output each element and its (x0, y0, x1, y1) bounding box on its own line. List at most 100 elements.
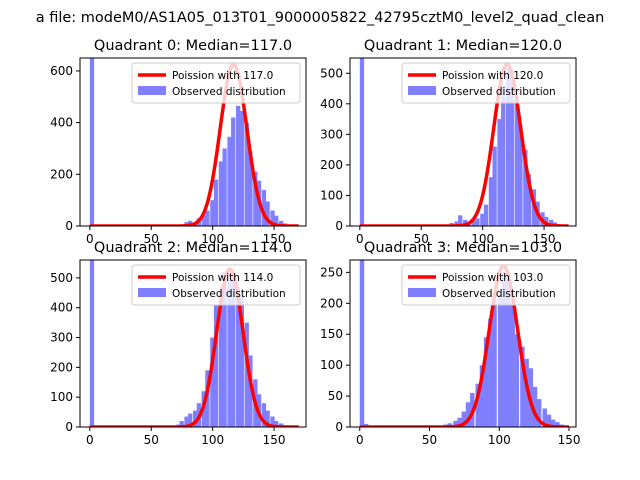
x-tick-label: 0 (86, 232, 94, 246)
histogram-bar (239, 110, 244, 226)
histogram-bar (193, 410, 198, 427)
y-tick-label: 100 (50, 390, 73, 404)
legend: Poission with 114.0 Observed distribution (131, 264, 301, 306)
fit-curve (88, 267, 300, 427)
histogram-bar (239, 295, 244, 427)
x-tick-label: 150 (263, 433, 286, 447)
y-tick-label: 250 (320, 265, 343, 279)
histogram-bar (518, 125, 523, 226)
histogram-bar (457, 417, 462, 427)
y-tick-label: 0 (65, 420, 73, 434)
axes-frame (79, 259, 307, 428)
histogram-bar (475, 218, 480, 226)
x-tick-label: 50 (144, 232, 159, 246)
x-tick-label: 50 (414, 232, 429, 246)
chart-quadrant-2: 0 50 100 150 0 100 200 300 400 500 Quadrant 2: Med… (50, 240, 307, 447)
histogram-bar (244, 122, 249, 226)
x-tick-label: 100 (201, 232, 224, 246)
legend-hist-label: Observed distribution (172, 86, 286, 98)
histogram-bar (179, 421, 184, 427)
histogram-bar (514, 334, 520, 427)
histogram-bar (205, 210, 210, 226)
histogram-bar (270, 210, 275, 226)
y-tick-label: 0 (335, 420, 343, 434)
histogram-bar (231, 277, 236, 427)
axes-frame (79, 57, 307, 227)
y-tick-label: 50 (328, 389, 343, 403)
histogram-bar (210, 337, 215, 427)
fit-curve (88, 62, 300, 226)
histogram-bar (520, 346, 525, 427)
x-tick-label: 0 (86, 433, 94, 447)
histogram-bar (501, 85, 506, 226)
chart-title: Quadrant 3: Median=103.0 (364, 240, 562, 256)
histogram-bar (505, 67, 511, 226)
histogram-bar (502, 272, 507, 427)
histogram-bar (475, 383, 481, 427)
x-tick-label: 100 (201, 433, 224, 447)
legend-hist-swatch (408, 288, 436, 297)
histogram-bar (265, 201, 270, 226)
histogram-bar (453, 420, 458, 427)
histogram-bar (524, 358, 529, 427)
histogram-bar (248, 355, 253, 427)
histogram-bar (222, 271, 227, 427)
histogram-bar (270, 416, 275, 427)
axes-frame (349, 259, 577, 428)
legend-fit-label: Poission with 120.0 (442, 70, 543, 82)
y-tick-label: 100 (320, 188, 343, 202)
histogram-bar (213, 179, 219, 226)
fit-curve (358, 62, 570, 226)
histogram-bar (210, 200, 215, 226)
plot-area (88, 58, 300, 226)
histogram-bar (461, 411, 467, 427)
y-tick-label: 300 (320, 127, 343, 141)
plot-area (358, 58, 570, 226)
x-tick-label: 150 (263, 232, 286, 246)
histogram-bar (506, 278, 511, 427)
x-tick-label: 100 (471, 232, 494, 246)
y-tick-label: 500 (50, 271, 73, 285)
histogram-bar (488, 318, 493, 427)
histogram-bar (231, 117, 236, 226)
histogram-bar (218, 161, 224, 226)
chart-panels: 0 50 100 150 0 200 400 600 Quadrant 0: Median=11… (50, 38, 580, 447)
histogram-bar (548, 219, 554, 226)
chart-quadrant-3: 0 50 100 150 0 50 100 150 200 250 Quadrant 3: Medi… (320, 240, 580, 447)
y-tick-label: 500 (320, 66, 343, 80)
legend: Poission with 117.0 Observed distribution (131, 62, 301, 104)
histogram-bar (532, 386, 538, 427)
chart-quadrant-1: 0 50 100 150 0 100 200 300 400 500 Quadrant 1: Med… (320, 38, 577, 246)
y-tick-label: 100 (320, 358, 343, 372)
chart-title: Quadrant 0: Median=117.0 (94, 38, 292, 54)
histogram-bar (274, 421, 279, 427)
histogram-bar (458, 215, 463, 226)
x-tick-label: 0 (356, 232, 364, 246)
histogram-bar (89, 58, 95, 226)
histogram-bar (555, 422, 560, 427)
histogram-bar (227, 268, 232, 427)
histogram-bar (188, 413, 193, 427)
legend-hist-swatch (408, 86, 436, 95)
histogram-bar (213, 304, 219, 427)
legend-hist-label: Observed distribution (442, 86, 556, 98)
y-tick-label: 400 (50, 301, 73, 315)
legend-fit-label: Poission with 117.0 (172, 70, 273, 82)
legend-box (131, 62, 301, 104)
axes-frame (349, 57, 577, 227)
x-tick-label: 150 (533, 232, 556, 246)
y-tick-label: 0 (335, 219, 343, 233)
x-tick-label: 50 (144, 433, 159, 447)
y-tick-label: 200 (320, 296, 343, 310)
histogram-bar (480, 213, 485, 226)
legend-fit-label: Poission with 114.0 (172, 272, 273, 284)
histogram-bar (265, 410, 270, 427)
legend-fit-label: Poission with 103.0 (442, 272, 543, 284)
y-tick-label: 200 (50, 167, 73, 181)
histogram-bar (492, 146, 497, 226)
histogram-bar (244, 322, 249, 427)
histogram-bar (463, 219, 468, 226)
histogram-bar (274, 215, 279, 226)
histogram-bar (261, 403, 267, 427)
